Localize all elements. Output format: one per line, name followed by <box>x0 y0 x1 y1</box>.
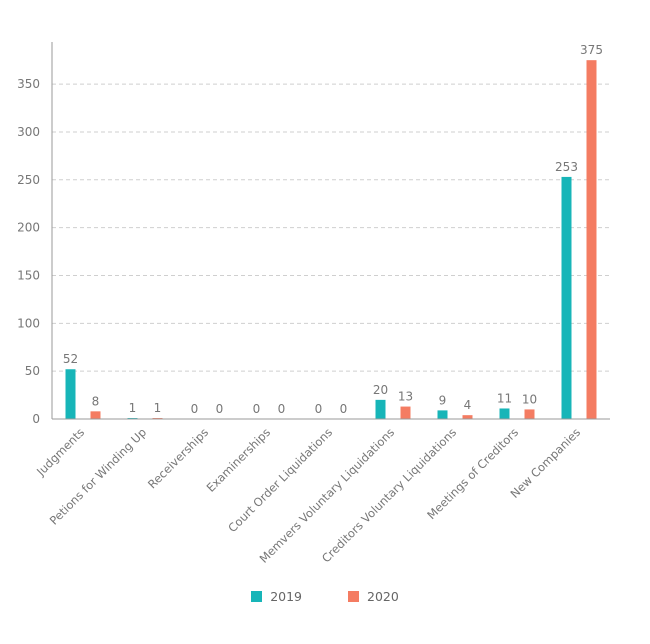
y-tick-label: 0 <box>32 412 40 426</box>
data-label-2019: 52 <box>63 352 78 366</box>
x-category-label: Memvers Voluntary Liquidations <box>257 425 398 566</box>
data-label-2020: 0 <box>216 402 224 416</box>
bar-2020[interactable] <box>400 406 411 419</box>
bar-2019[interactable] <box>375 399 386 419</box>
data-label-2019: 20 <box>373 383 388 397</box>
data-label-2019: 11 <box>497 391 512 405</box>
legend-item-2020[interactable]: 2020 <box>348 589 399 604</box>
bar-2019[interactable] <box>65 369 76 419</box>
data-label-2020: 10 <box>522 392 537 406</box>
data-label-2019: 0 <box>315 402 323 416</box>
data-label-2020: 0 <box>340 402 348 416</box>
legend-label-2019: 2019 <box>270 589 302 604</box>
data-label-2019: 0 <box>191 402 199 416</box>
y-tick-label: 200 <box>17 221 40 235</box>
data-label-2019: 0 <box>253 402 261 416</box>
y-tick-label: 350 <box>17 77 40 91</box>
x-category-label: Receiverships <box>145 425 211 491</box>
bar-2019[interactable] <box>499 408 510 419</box>
y-tick-label: 300 <box>17 125 40 139</box>
data-label-2020: 375 <box>580 43 603 57</box>
data-label-2020: 8 <box>92 394 100 408</box>
y-tick-label: 250 <box>17 173 40 187</box>
legend: 2019 2020 <box>0 589 650 604</box>
data-label-2019: 253 <box>555 160 578 174</box>
data-label-2020: 0 <box>278 402 286 416</box>
data-label-2020: 4 <box>464 398 472 412</box>
data-label-2019: 1 <box>129 401 137 415</box>
y-tick-label: 100 <box>17 316 40 330</box>
legend-swatch-2019 <box>251 591 263 602</box>
legend-label-2020: 2020 <box>367 589 399 604</box>
data-label-2020: 13 <box>398 390 413 404</box>
bar-2019[interactable] <box>437 410 448 419</box>
y-tick-label: 50 <box>25 364 40 378</box>
legend-swatch-2020 <box>348 591 359 602</box>
y-axis-ticks: 0 50 100 150 200 250 300 350 <box>17 77 40 426</box>
bar-2020[interactable] <box>586 60 597 419</box>
gridlines <box>52 83 610 372</box>
bar-2020[interactable] <box>90 411 101 419</box>
x-category-label: Examinerships <box>204 425 274 495</box>
x-category-label: Judgments <box>33 425 87 479</box>
bars <box>65 60 597 419</box>
data-label-2020: 1 <box>154 401 162 415</box>
bar-2020[interactable] <box>524 409 535 419</box>
x-category-label: Creditors Voluntary Liquidations <box>319 425 459 565</box>
bar-2019[interactable] <box>561 176 572 419</box>
legend-item-2019[interactable]: 2019 <box>251 589 302 604</box>
x-category-label: Court Order Liquidations <box>225 425 335 535</box>
y-tick-label: 150 <box>17 268 40 282</box>
bar-2020[interactable] <box>462 415 473 419</box>
data-label-2019: 9 <box>439 393 447 407</box>
